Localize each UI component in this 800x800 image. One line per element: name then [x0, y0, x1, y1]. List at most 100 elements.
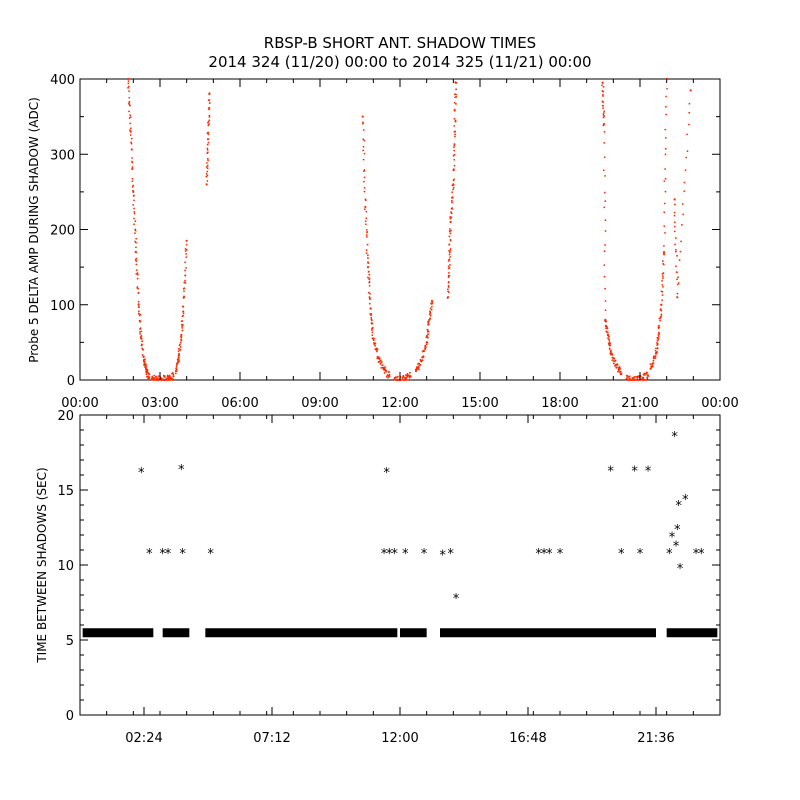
data-point: [205, 175, 208, 178]
data-point: [664, 153, 667, 156]
data-point: [375, 350, 378, 353]
data-point: [684, 169, 687, 172]
data-point: [206, 132, 209, 135]
data-point: [453, 158, 456, 161]
data-point: [129, 122, 131, 125]
top-x-tick-label: 12:00: [381, 396, 418, 411]
data-point: [607, 337, 609, 340]
data-point: [453, 146, 455, 149]
data-point: [634, 379, 637, 381]
data-point: [137, 310, 140, 313]
data-point: *: [145, 547, 153, 562]
data-point: [206, 143, 209, 146]
data-point: [455, 103, 457, 105]
data-point: [416, 368, 418, 371]
data-point: [362, 158, 365, 161]
data-point: [676, 292, 679, 295]
data-point: *: [673, 523, 681, 538]
data-point: [656, 350, 658, 353]
data-point: [604, 300, 607, 302]
data-point: [371, 334, 374, 337]
bottom-x-tick-label: 12:00: [381, 731, 418, 746]
data-point: [378, 357, 381, 360]
data-point: [183, 295, 185, 298]
data-point: [678, 259, 681, 261]
data-point: [138, 319, 141, 322]
data-point: [147, 376, 150, 378]
data-point: [663, 211, 666, 214]
data-point: *: [177, 463, 185, 478]
data-point: [365, 228, 368, 231]
data-point: *: [665, 547, 673, 562]
data-point: [134, 220, 137, 223]
data-point: [446, 297, 449, 299]
data-point: [147, 377, 150, 380]
data-point: [642, 377, 645, 379]
data-point: [451, 196, 454, 199]
data-point: [602, 85, 605, 88]
data-point: [427, 329, 429, 332]
data-point: [129, 114, 132, 117]
data-point: [135, 246, 137, 249]
top-y-tick-label: 0: [67, 374, 75, 389]
data-point: [656, 339, 659, 342]
data-point: [131, 177, 134, 180]
data-point: [208, 102, 211, 104]
data-point: [676, 296, 679, 299]
data-point: [664, 147, 667, 150]
data-point: [453, 117, 456, 120]
bottom-y-tick-label: 10: [57, 559, 74, 574]
data-point: [363, 139, 366, 142]
data-point: [663, 252, 665, 255]
data-point: [374, 348, 377, 351]
data-point: [177, 354, 180, 357]
data-point: [367, 276, 369, 279]
data-point: [386, 374, 389, 377]
data-point: [370, 316, 373, 319]
data-point: [676, 278, 678, 281]
series-pass2-ascent: [414, 299, 434, 373]
data-point: [129, 134, 132, 136]
data-point: [172, 373, 175, 376]
data-point: [206, 180, 209, 182]
data-point: [133, 212, 136, 215]
data-point: [453, 135, 456, 138]
bottom-baseline-band: [82, 628, 718, 638]
baseline-segment: [400, 628, 427, 638]
data-point: [601, 81, 604, 84]
data-point: [368, 273, 371, 276]
data-point: [182, 296, 185, 299]
data-point: [673, 225, 676, 228]
data-point: [664, 136, 667, 139]
data-point: [675, 271, 678, 274]
data-point: [451, 191, 454, 194]
data-point: [657, 333, 660, 336]
data-point: [664, 168, 667, 170]
data-point: [205, 165, 208, 168]
data-point: [365, 234, 368, 236]
data-point: [367, 270, 370, 273]
data-point: [652, 359, 655, 362]
data-point: [365, 252, 368, 255]
data-point: [384, 366, 387, 368]
data-point: [364, 223, 367, 226]
data-point: [446, 288, 449, 291]
data-point: [387, 376, 389, 379]
data-point: *: [385, 547, 393, 562]
data-point: [646, 371, 649, 374]
data-point: [137, 287, 140, 290]
data-point: [448, 235, 451, 238]
data-point: [155, 375, 158, 378]
data-point: [406, 379, 408, 381]
data-point: [661, 290, 664, 293]
data-point: [408, 379, 411, 381]
data-point: [603, 191, 606, 194]
data-point: [606, 331, 608, 334]
data-point: [418, 362, 420, 365]
data-point: [408, 375, 411, 378]
data-point: [129, 116, 132, 119]
data-point: [661, 294, 664, 296]
data-point: [132, 189, 134, 192]
data-point: [664, 177, 667, 180]
data-point: *: [452, 592, 460, 607]
